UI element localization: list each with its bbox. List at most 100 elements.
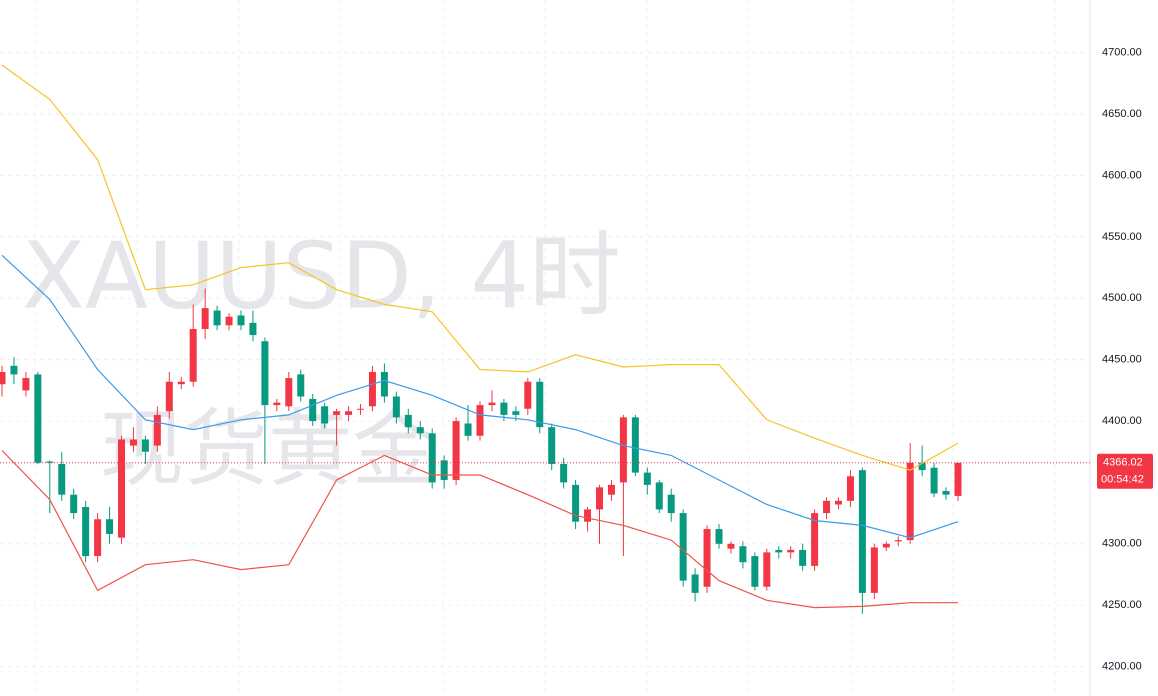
grid: [0, 0, 1090, 696]
candle-body: [619, 417, 627, 483]
candle-body: [572, 484, 580, 522]
y-tick-label: 4600.00: [1102, 169, 1142, 181]
candle-body: [58, 464, 66, 495]
candle-body: [548, 427, 556, 464]
candle-body: [452, 421, 460, 480]
candle-body: [858, 470, 866, 593]
candle-body: [631, 417, 639, 473]
candle-body: [715, 529, 723, 544]
candle-body: [249, 322, 257, 336]
y-tick-label: 4650.00: [1102, 108, 1142, 120]
candle-body: [440, 460, 448, 480]
candle-body: [607, 484, 615, 495]
band-line: [1, 254, 959, 539]
candle-body: [727, 543, 735, 549]
last-price-label: 4366.02: [1103, 457, 1143, 469]
band-line: [1, 450, 958, 609]
candle-body: [464, 423, 472, 436]
candle-body: [345, 411, 353, 415]
candle-body: [763, 552, 771, 587]
candle-body: [213, 310, 221, 326]
candle-body: [679, 513, 687, 581]
candle-body: [500, 402, 508, 415]
candle-body: [835, 500, 842, 505]
candle-body: [882, 543, 890, 548]
candle-body: [787, 549, 795, 553]
candle-body: [942, 491, 950, 495]
y-tick-label: 4450.00: [1102, 354, 1142, 366]
candle-body: [118, 439, 125, 538]
band-line: [1, 64, 959, 471]
candle-body: [22, 378, 30, 391]
candle-body: [129, 439, 137, 446]
candle-body: [46, 461, 54, 463]
candle-body: [512, 411, 520, 415]
plot: [0, 64, 962, 614]
y-tick-label: 4700.00: [1102, 47, 1142, 59]
candle-body: [930, 467, 938, 494]
candle-body: [225, 316, 233, 326]
candle-body: [476, 405, 484, 436]
candle-body: [870, 547, 878, 593]
candle-body: [428, 433, 436, 483]
candle-body: [70, 494, 78, 514]
candle-body: [906, 462, 914, 541]
candle-body: [416, 427, 424, 434]
candle-body: [584, 509, 592, 522]
candle-body: [0, 371, 6, 385]
candle-body: [297, 374, 305, 397]
candle-body: [524, 381, 532, 409]
candle-body: [823, 500, 831, 514]
candle-body: [392, 396, 400, 418]
candle-body: [488, 402, 496, 406]
candle-body: [691, 574, 699, 593]
candle-body: [177, 381, 185, 385]
candle-body: [667, 494, 675, 514]
candle-body: [321, 406, 329, 424]
candle-body: [94, 519, 102, 557]
y-tick-label: 4200.00: [1102, 660, 1142, 672]
y-tick-label: 4250.00: [1102, 599, 1142, 611]
candle-body: [918, 462, 926, 471]
y-tick-label: 4500.00: [1102, 292, 1142, 304]
candle-body: [189, 328, 197, 382]
watermark: 现货黄金: [100, 400, 436, 498]
candle-body: [846, 476, 854, 501]
candle-body: [894, 540, 902, 542]
candle-body: [739, 546, 747, 563]
candle-body: [141, 439, 149, 452]
y-tick-label: 4550.00: [1102, 231, 1142, 243]
candle-body: [775, 549, 783, 553]
candle-body: [643, 472, 651, 485]
candle-body: [82, 506, 90, 557]
candle-body: [368, 371, 376, 407]
candle-body: [954, 462, 962, 496]
candle-body: [404, 414, 412, 428]
candle-body: [380, 371, 388, 397]
candle-body: [261, 341, 269, 406]
candle-body: [655, 482, 663, 510]
candle-body: [536, 381, 544, 428]
candle-body: [106, 519, 114, 534]
candle-body: [273, 402, 281, 406]
candle-body: [285, 378, 293, 407]
candle-body: [309, 398, 317, 422]
candle-body: [799, 549, 807, 566]
watermark: XAUUSD, 4时: [22, 222, 621, 329]
candle-body: [34, 374, 42, 463]
candle-body: [10, 365, 18, 375]
candle-body: [153, 414, 161, 446]
candle-body: [357, 408, 364, 410]
candle-body: [596, 487, 603, 510]
y-tick-label: 4300.00: [1102, 538, 1142, 550]
candle-body: [751, 556, 759, 587]
candle-body: [333, 411, 341, 415]
candle-body: [165, 381, 173, 412]
countdown-label: 00:54:42: [1101, 474, 1144, 486]
candle-body: [811, 513, 819, 566]
last-price-box: [1097, 453, 1153, 489]
candle-body: [703, 529, 711, 587]
y-tick-label: 4400.00: [1102, 415, 1142, 427]
